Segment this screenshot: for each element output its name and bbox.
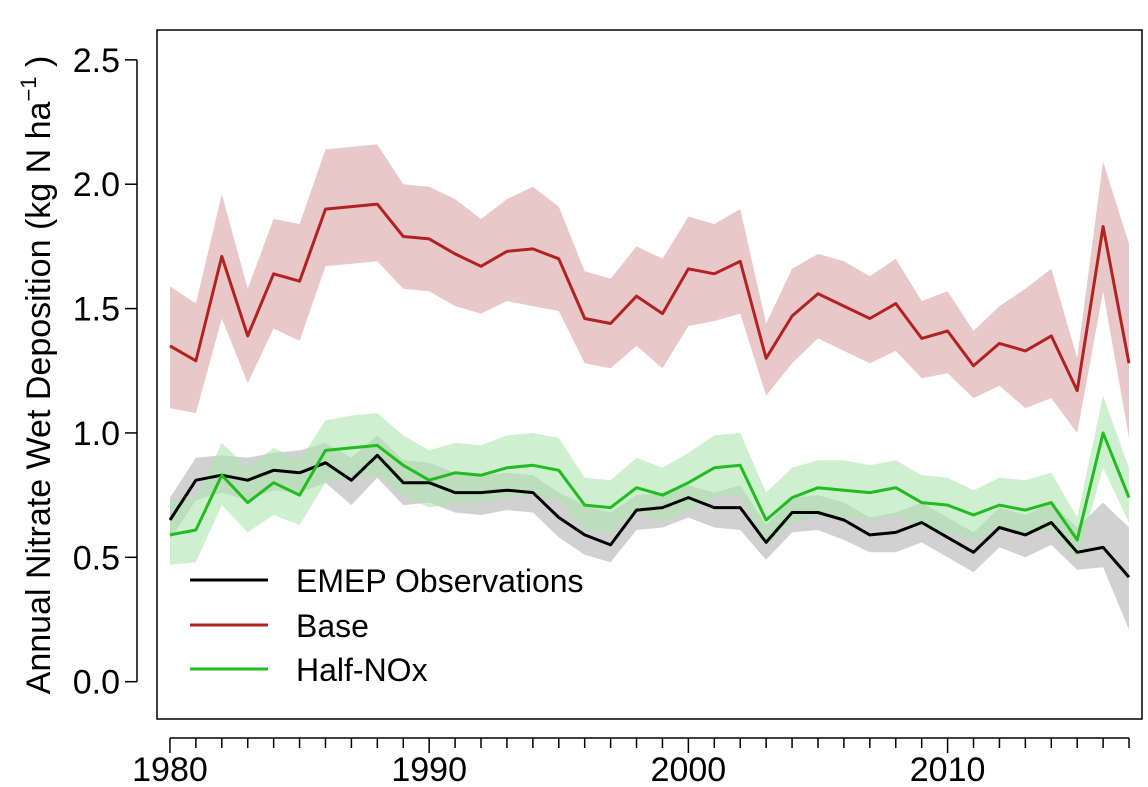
plot-frame bbox=[156, 29, 1143, 720]
y-axis: 0.0 0.5 1.0 1.5 2.0 2.5 bbox=[73, 42, 138, 702]
y-tick-label: 2.5 bbox=[73, 42, 120, 80]
y-tick-label: 0.0 bbox=[73, 664, 120, 702]
x-tick-label: 2000 bbox=[651, 751, 727, 787]
x-tick-label: 1980 bbox=[132, 751, 208, 787]
y-tick-label: 2.0 bbox=[73, 166, 120, 204]
y-axis-label: Annual Nitrate Wet Deposition (kg N ha−1… bbox=[16, 56, 58, 695]
y-tick-label: 1.0 bbox=[73, 415, 120, 453]
y-axis-label-main: Annual Nitrate Wet Deposition (kg N ha bbox=[20, 101, 58, 694]
uncertainty-bands bbox=[170, 144, 1129, 630]
base-band bbox=[170, 144, 1129, 438]
legend-label-base: Base bbox=[296, 608, 369, 644]
y-axis-label-close: ) bbox=[20, 56, 58, 77]
y-axis-label-superscript: −1 bbox=[16, 76, 41, 101]
half-nox-band bbox=[170, 395, 1129, 565]
series-lines bbox=[168, 202, 1131, 579]
base-line bbox=[169, 202, 1131, 393]
emep-observations-line bbox=[168, 453, 1131, 579]
y-tick-label: 1.5 bbox=[73, 291, 120, 329]
legend: EMEP Observations Base Half-NOx bbox=[190, 563, 584, 688]
legend-label-half-nox: Half-NOx bbox=[296, 652, 428, 688]
legend-label-emep-observations: EMEP Observations bbox=[296, 563, 584, 599]
x-tick-label: 2010 bbox=[910, 751, 986, 787]
half-nox-line bbox=[169, 431, 1131, 542]
x-tick-label: 1990 bbox=[391, 751, 467, 787]
y-tick-label: 0.5 bbox=[73, 539, 120, 577]
x-axis: 1980 1990 2000 2010 bbox=[132, 737, 1130, 787]
